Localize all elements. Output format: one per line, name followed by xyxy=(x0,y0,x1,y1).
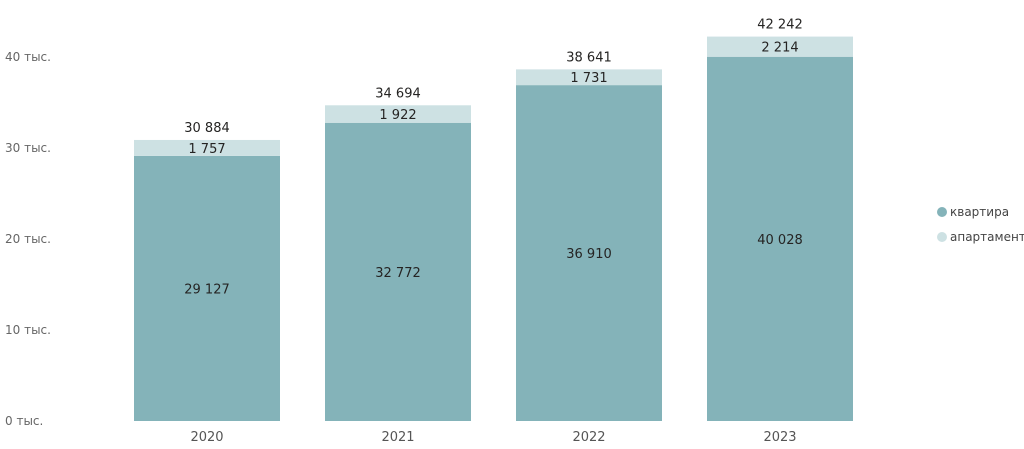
total-label-2020: 30 884 xyxy=(184,121,230,136)
total-label-2023: 42 242 xyxy=(757,18,803,33)
y-tick-label: 10 тыс. xyxy=(5,323,51,337)
data-label-apartament-2022: 1 731 xyxy=(570,71,607,86)
x-tick-label-2021: 2021 xyxy=(381,430,414,445)
legend-label-kvartira: квартира xyxy=(950,205,1009,219)
legend: квартира апартамент xyxy=(937,205,1024,244)
bar-kvartira-2020 xyxy=(134,155,280,421)
total-label-2021: 34 694 xyxy=(375,86,421,101)
bar-apartament-2020 xyxy=(134,139,280,156)
legend-marker-apartament xyxy=(937,232,947,242)
x-tick-label-2023: 2023 xyxy=(763,430,796,445)
y-tick-label: 30 тыс. xyxy=(5,141,51,155)
data-label-kvartira-2020: 29 127 xyxy=(184,282,230,297)
bar-apartament-2023 xyxy=(707,36,853,57)
data-label-apartament-2023: 2 214 xyxy=(761,41,798,56)
y-axis: 0 тыс. 10 тыс. 20 тыс. 30 тыс. 40 тыс. xyxy=(5,50,51,428)
data-label-apartament-2020: 1 757 xyxy=(188,142,225,157)
legend-label-apartament: апартамент xyxy=(950,230,1024,244)
data-label-kvartira-2023: 40 028 xyxy=(757,233,803,248)
bar-kvartira-2023 xyxy=(707,56,853,421)
data-label-kvartira-2021: 32 772 xyxy=(375,266,421,281)
bar-apartament-2022 xyxy=(516,69,662,86)
x-axis: 2020 2021 2022 2023 xyxy=(190,430,796,445)
legend-marker-kvartira xyxy=(937,207,947,217)
bar-kvartira-2021 xyxy=(325,122,471,421)
y-tick-label: 40 тыс. xyxy=(5,50,51,64)
y-tick-label: 0 тыс. xyxy=(5,414,43,428)
bar-kvartira-2022 xyxy=(516,85,662,421)
x-tick-label-2020: 2020 xyxy=(190,430,223,445)
data-label-apartament-2021: 1 922 xyxy=(379,108,416,123)
x-tick-label-2022: 2022 xyxy=(572,430,605,445)
total-label-2022: 38 641 xyxy=(566,50,612,65)
bar-apartament-2021 xyxy=(325,105,471,123)
bars: 29 127 1 757 30 884 32 772 1 922 34 694 36 910… xyxy=(134,18,853,421)
data-label-kvartira-2022: 36 910 xyxy=(566,247,612,262)
y-tick-label: 20 тыс. xyxy=(5,232,51,246)
